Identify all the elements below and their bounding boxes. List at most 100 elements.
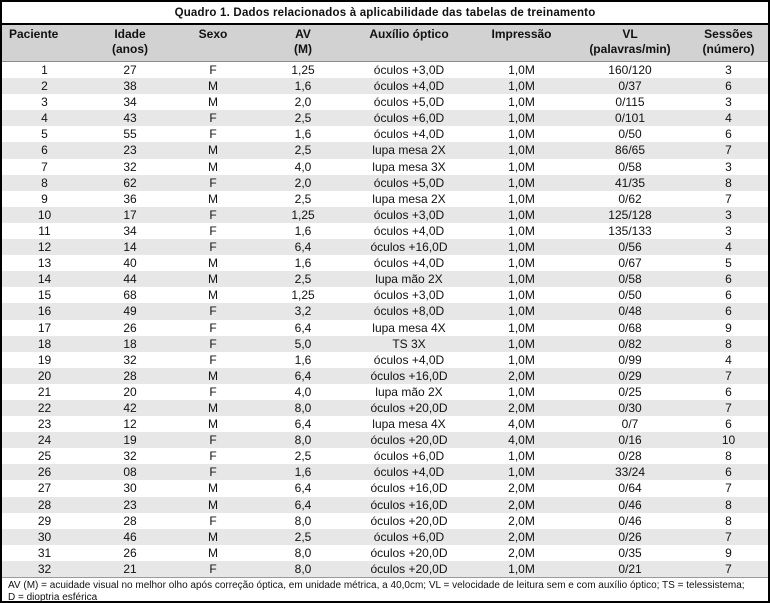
table-cell: óculos +6,0D xyxy=(373,449,445,464)
table-cell: F xyxy=(209,207,217,222)
table-cell: óculos +16,0D xyxy=(370,497,448,512)
table-cell: 23 xyxy=(123,497,137,512)
table-cell: 6 xyxy=(725,304,732,319)
table-cell: 32 xyxy=(123,159,137,174)
table-cell: 8,0 xyxy=(294,400,312,415)
table-cell: 46 xyxy=(123,529,137,544)
table-cell: 3 xyxy=(725,95,732,110)
table-cell: óculos +5,0D xyxy=(373,175,445,190)
table-row: 22 42 M 8,0 óculos +20,0D 2,0M 0/30 7 xyxy=(2,399,768,417)
table-cell: lupa mão 2X xyxy=(375,272,443,287)
table-cell: 6 xyxy=(725,272,732,287)
table-cell: 8 xyxy=(41,175,48,190)
table-cell: 7 xyxy=(725,400,732,415)
table-cell: 2 xyxy=(41,79,48,94)
table-cell: 10 xyxy=(37,207,52,222)
column-header: Paciente xyxy=(2,25,87,62)
table-cell: 7 xyxy=(725,481,732,496)
table-cell: 6 xyxy=(41,143,48,158)
table-cell: 4 xyxy=(725,352,732,367)
table-cell: 0/50 xyxy=(618,288,642,303)
table-row: 9 36 M 2,5 lupa mesa 2X 1,0M 0/62 7 xyxy=(2,191,768,207)
table-cell: 32 xyxy=(123,449,137,464)
table-cell: 4,0 xyxy=(294,159,312,174)
table-cell: 0/21 xyxy=(618,561,642,576)
table-cell: 2,5 xyxy=(294,111,312,126)
table-cell: 3 xyxy=(725,223,732,238)
table-cell: 34 xyxy=(123,95,137,110)
table-cell: 1,0M xyxy=(508,159,535,174)
table-cell: óculos +4,0D xyxy=(373,223,445,238)
table-cell: lupa mesa 4X xyxy=(372,417,446,432)
table-row: 29 28 F 8,0 óculos +20,0D 2,0M 0/46 8 xyxy=(2,513,768,529)
table-cell: 1,0M xyxy=(508,352,535,367)
table-cell: F xyxy=(209,352,217,367)
table-cell: 11 xyxy=(38,223,51,238)
table-cell: F xyxy=(209,320,217,335)
table-cell: F xyxy=(209,111,217,126)
table-row: 4 43 F 2,5 óculos +6,0D 1,0M 0/101 4 xyxy=(2,110,768,127)
table-cell: óculos +3,0D xyxy=(373,63,445,77)
table-cell: 0/48 xyxy=(618,304,642,319)
table-cell: 1,0M xyxy=(508,127,535,142)
table-cell: 1,0M xyxy=(508,304,535,319)
table-cell: 2,0M xyxy=(508,529,535,544)
table-cell: 34 xyxy=(123,223,137,238)
column-header: VL (palavras/min) xyxy=(578,25,682,62)
table-cell: 12 xyxy=(123,417,137,432)
table-cell: 30 xyxy=(123,481,137,496)
table-cell: F xyxy=(209,223,217,238)
table-cell: óculos +4,0D xyxy=(373,465,445,480)
table-cell: 125/128 xyxy=(608,207,652,222)
table-cell: 1 xyxy=(41,63,48,77)
table-cell: óculos +20,0D xyxy=(370,545,448,560)
table-cell: 3,2 xyxy=(294,304,312,319)
table-cell: 0/46 xyxy=(618,513,642,528)
table-cell: 4,0 xyxy=(294,384,312,399)
table-cell: 17 xyxy=(123,207,137,222)
table-cell: 2,5 xyxy=(294,143,312,158)
table-cell: 32 xyxy=(123,352,137,367)
table-cell: 43 xyxy=(123,111,137,126)
column-header: Auxílio óptico xyxy=(353,25,465,62)
table-cell: 55 xyxy=(123,127,137,142)
table-cell: 0/25 xyxy=(618,384,642,399)
table-cell: 1,0M xyxy=(508,143,535,158)
table-cell: 1,6 xyxy=(294,223,312,238)
table-cell: 33/24 xyxy=(614,465,646,480)
table-cell: 0/68 xyxy=(618,320,642,335)
table-cell: M xyxy=(208,481,218,496)
table-cell: 0/29 xyxy=(618,368,642,383)
table-cell: 1,0M xyxy=(508,207,535,222)
table-cell: 0/58 xyxy=(618,159,642,174)
table-cell: 8 xyxy=(725,336,732,351)
table-cell: 1,0M xyxy=(508,561,535,576)
table-cell: óculos +20,0D xyxy=(370,400,448,415)
table-cell: 8,0 xyxy=(294,513,312,528)
table-cell: 16 xyxy=(37,304,52,319)
table-cell: 27 xyxy=(123,63,137,77)
table-cell: lupa mesa 4X xyxy=(372,320,446,335)
table-cell: M xyxy=(208,272,218,287)
table-cell: 1,6 xyxy=(294,352,312,367)
table-cell: 4,0M xyxy=(508,417,535,432)
table-cell: 44 xyxy=(123,272,137,287)
table-cell: 0/50 xyxy=(618,127,642,142)
table-cell: 135/133 xyxy=(608,223,652,238)
table-cell: F xyxy=(209,384,217,399)
table-cell: 6,4 xyxy=(294,368,312,383)
column-header: AV (M) xyxy=(253,25,353,62)
table-row: 3 34 M 2,0 óculos +5,0D 1,0M 0/115 3 xyxy=(2,94,768,110)
table-cell: 0/7 xyxy=(621,417,639,432)
table-row: 8 62 F 2,0 óculos +5,0D 1,0M 41/35 8 xyxy=(2,174,768,191)
table-cell: 3 xyxy=(725,159,732,174)
table-cell: M xyxy=(208,79,218,94)
table-cell: 28 xyxy=(123,513,137,528)
table-cell: 0/99 xyxy=(618,352,642,367)
table-cell: 21 xyxy=(123,561,137,576)
table-row: 13 40 M 1,6 óculos +4,0D 1,0M 0/67 5 xyxy=(2,255,768,271)
table-cell: 6 xyxy=(725,79,732,94)
table-cell: 0/101 xyxy=(614,111,646,126)
table-row: 15 68 M 1,25 óculos +3,0D 1,0M 0/50 6 xyxy=(2,287,768,303)
column-header: Sessões (número) xyxy=(682,25,768,62)
